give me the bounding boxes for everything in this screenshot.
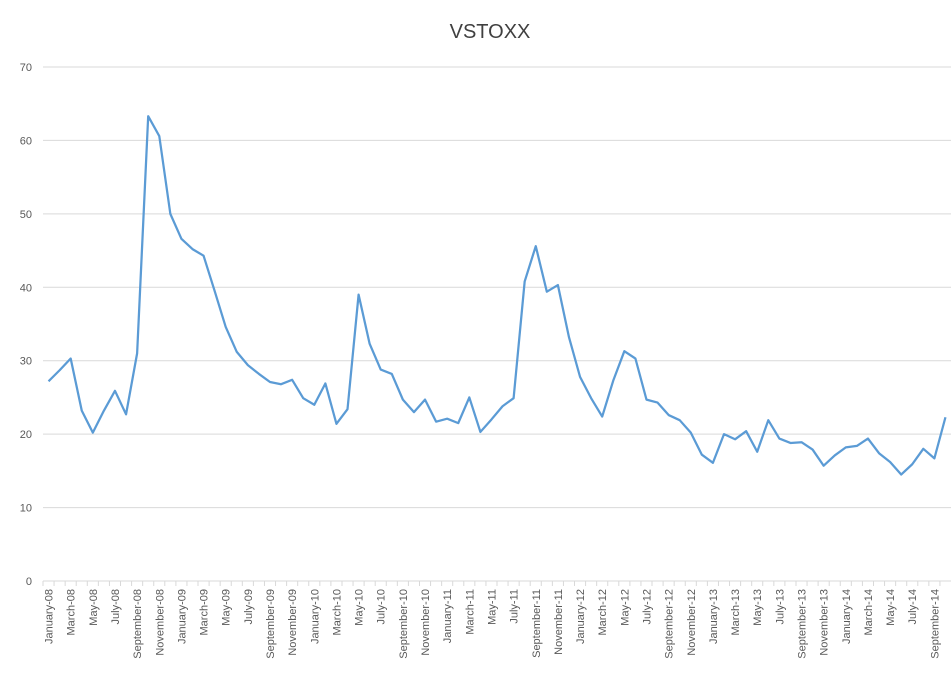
x-tick-label: November-12 [686, 589, 698, 656]
x-tick-label: March-11 [464, 589, 476, 635]
x-tick-label: July-14 [907, 589, 919, 624]
chart-title: VSTOXX [450, 21, 531, 43]
x-tick-label: March-09 [199, 589, 211, 635]
x-tick-label: September-10 [398, 589, 410, 659]
x-tick-label: May-10 [354, 589, 366, 626]
x-tick-label: January-11 [442, 589, 454, 643]
x-tick-label: September-12 [664, 589, 676, 659]
x-tick-label: January-10 [309, 589, 321, 644]
x-tick-label: January-13 [708, 589, 720, 644]
x-tick-label: September-14 [929, 589, 941, 659]
x-tick-label: November-11 [553, 589, 565, 655]
x-tick-label: September-09 [265, 589, 277, 659]
x-tick-label: March-12 [597, 589, 609, 635]
x-tick-label: May-11 [486, 589, 498, 625]
x-tick-label: September-11 [531, 589, 543, 658]
y-tick-label: 40 [20, 282, 32, 294]
x-tick-label: July-12 [641, 589, 653, 624]
x-tick-label: March-08 [66, 589, 78, 635]
y-tick-label: 50 [20, 209, 32, 221]
x-tick-label: January-12 [575, 589, 587, 644]
x-tick-label: September-13 [797, 589, 809, 659]
y-tick-label: 60 [20, 135, 32, 147]
y-tick-label: 30 [20, 356, 32, 368]
x-tick-label: November-08 [154, 589, 166, 656]
y-tick-label: 0 [26, 576, 32, 588]
y-tick-label: 10 [20, 503, 32, 515]
x-tick-label: January-09 [176, 589, 188, 644]
x-tick-label: July-13 [774, 589, 786, 624]
y-tick-label: 20 [20, 429, 32, 441]
x-tick-label: May-08 [88, 589, 100, 626]
x-tick-label: July-11 [509, 589, 521, 624]
x-tick-label: March-14 [863, 589, 875, 635]
x-tick-label: January-14 [841, 589, 853, 644]
x-tick-label: November-13 [819, 589, 831, 656]
x-tick-label: November-09 [287, 589, 299, 656]
data-line [47, 115, 947, 476]
x-tick-label: July-10 [376, 589, 388, 624]
x-tick-label: January-08 [44, 589, 56, 644]
x-tick-label: May-09 [221, 589, 233, 626]
x-tick-label: November-10 [420, 589, 432, 656]
x-tick-label: March-10 [331, 589, 343, 635]
x-tick-label: March-13 [730, 589, 742, 635]
x-tick-label: May-14 [885, 589, 897, 626]
x-tick-label: May-12 [619, 589, 631, 626]
x-tick-label: July-08 [110, 589, 122, 624]
x-tick-label: May-13 [752, 589, 764, 626]
x-tick-label: September-08 [132, 589, 144, 659]
x-tick-label: July-09 [243, 589, 255, 624]
y-tick-label: 70 [20, 62, 32, 74]
